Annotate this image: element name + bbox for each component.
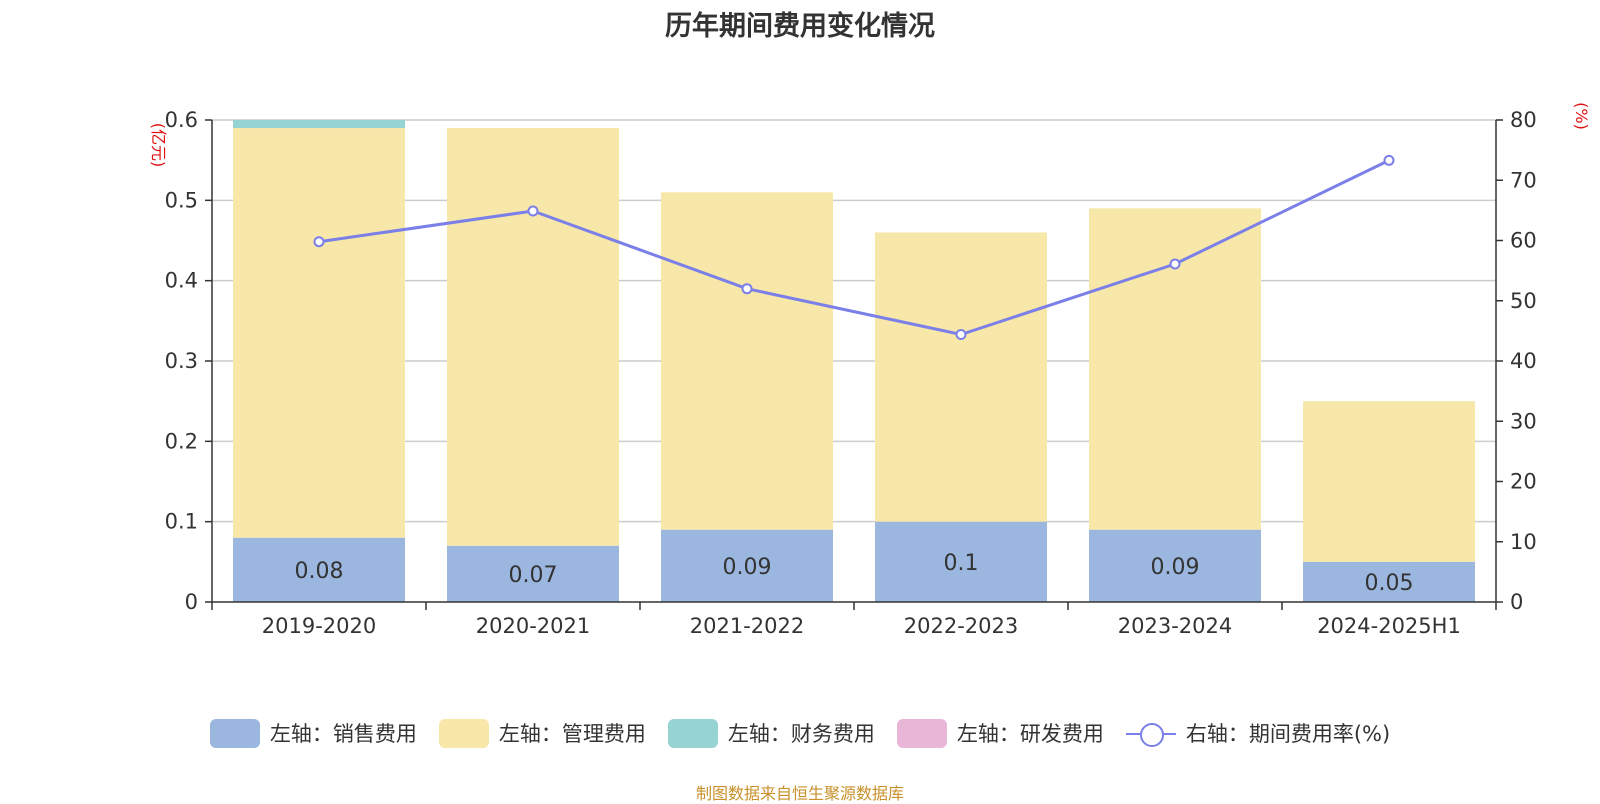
- right-axis-tick-label: 70: [1510, 168, 1537, 192]
- left-axis-tick-label: 0.2: [165, 429, 198, 453]
- left-axis-tick-label: 0.5: [165, 188, 198, 212]
- left-axis-tick-label: 0.3: [165, 349, 198, 373]
- legend-swatch-finance: [667, 718, 718, 748]
- bar-segment-s1-2: [661, 192, 833, 530]
- x-axis-tick-label: 2024-2025H1: [1317, 614, 1461, 638]
- data-label: 0.09: [723, 555, 772, 580]
- legend-item-sales[interactable]: 左轴：销售费用: [209, 718, 417, 748]
- data-label: 0.1: [944, 551, 979, 576]
- bar-segment-s0-3: [875, 521, 1047, 602]
- x-axis-tick-label: 2020-2021: [476, 614, 590, 638]
- right-axis-tick-label: 10: [1510, 530, 1537, 554]
- legend-label-expense-rate: 右轴：期间费用率(%): [1185, 722, 1391, 746]
- expense-rate-point: [741, 283, 753, 295]
- data-label: 0.07: [509, 563, 558, 588]
- legend-label-admin: 左轴：管理费用: [498, 722, 646, 746]
- bar-segment-s2-0: [233, 120, 405, 129]
- bar-segment-s0-1: [447, 545, 619, 602]
- legend-swatch-sales: [209, 718, 260, 748]
- legend-line-marker-icon: [1125, 719, 1176, 748]
- data-label: 0.09: [1151, 555, 1200, 580]
- legend-item-rnd[interactable]: 左轴：研发费用: [896, 718, 1104, 748]
- expense-rate-point: [313, 236, 325, 248]
- legend-label-rnd: 左轴：研发费用: [956, 722, 1104, 746]
- legend-item-finance[interactable]: 左轴：财务费用: [667, 718, 875, 748]
- legend-item-expense-rate[interactable]: 右轴：期间费用率(%): [1125, 718, 1391, 748]
- right-axis-tick-label: 80: [1510, 108, 1537, 132]
- chart-plot: 0 0.1 0.2 0.3 0.4 0.5 0.6 0 10 20 30 40 50 60 70 80 0.08…: [149, 102, 1591, 638]
- bar-segment-s0-4: [1089, 529, 1261, 602]
- right-axis-unit-label: (%): [1572, 102, 1591, 130]
- legend-swatch-admin: [438, 718, 489, 748]
- legend-item-admin[interactable]: 左轴：管理费用: [438, 718, 646, 748]
- left-axis-tick-label: 0: [185, 590, 198, 614]
- bar-segment-s0-2: [661, 529, 833, 602]
- x-axis-tick-label: 2022-2023: [904, 614, 1018, 638]
- bar-segment-s1-5: [1303, 401, 1475, 562]
- left-axis-tick-label: 0.6: [165, 108, 198, 132]
- legend-label-sales: 左轴：销售费用: [269, 722, 417, 746]
- bar-segment-s1-1: [447, 128, 619, 546]
- left-axis-tick-label: 0.1: [165, 510, 198, 534]
- right-axis-tick-label: 40: [1510, 349, 1537, 373]
- source-note: 制图数据来自恒生聚源数据库: [695, 784, 904, 803]
- expense-rate-point: [955, 328, 967, 340]
- legend-swatch-rnd: [896, 718, 947, 748]
- right-axis-tick-label: 0: [1510, 590, 1523, 614]
- right-axis-tick-label: 50: [1510, 289, 1537, 313]
- bar-segment-s1-0: [233, 128, 405, 538]
- legend: 左轴：销售费用 左轴：管理费用 左轴：财务费用 左轴：研发费用 右轴：期间费用率…: [0, 718, 1600, 748]
- expense-rate-point: [527, 205, 539, 217]
- x-axis-tick-label: 2019-2020: [262, 614, 376, 638]
- chart-title: 历年期间费用变化情况: [665, 11, 935, 42]
- left-axis-tick-label: 0.4: [165, 269, 198, 293]
- left-axis-unit-label: (亿元): [149, 123, 168, 168]
- bar-segment-s1-3: [875, 232, 1047, 522]
- bar-segment-s1-4: [1089, 208, 1261, 530]
- right-axis-tick-label: 60: [1510, 229, 1537, 253]
- data-label: 0.05: [1365, 571, 1414, 596]
- expense-rate-point: [1383, 154, 1395, 166]
- x-axis-tick-label: 2023-2024: [1118, 614, 1232, 638]
- legend-label-finance: 左轴：财务费用: [727, 722, 875, 746]
- expense-rate-point: [1169, 258, 1181, 270]
- bar-segment-s0-5: [1303, 561, 1475, 602]
- expense-rate-line: [318, 159, 1390, 337]
- bar-segment-s0-0: [233, 537, 405, 602]
- right-axis-tick-label: 20: [1510, 470, 1537, 494]
- x-axis-tick-label: 2021-2022: [690, 614, 804, 638]
- data-label: 0.08: [295, 559, 344, 584]
- right-axis-tick-label: 30: [1510, 409, 1537, 433]
